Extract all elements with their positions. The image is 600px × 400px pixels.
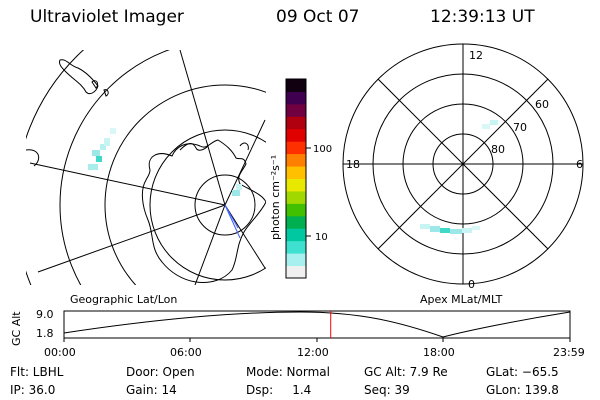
lat-label-70: 70 — [513, 121, 527, 134]
meridian-line — [224, 119, 266, 206]
time-label: 12:39:13 UT — [430, 7, 535, 27]
lat-label-80: 80 — [491, 143, 505, 156]
colorbar-stripe — [286, 116, 306, 130]
colorbar-tick-label: 100 — [313, 144, 332, 155]
seq-info: Seq: 39 — [364, 383, 410, 397]
filter-info: Flt: LBHL — [10, 365, 64, 379]
polar-plot — [342, 43, 584, 285]
colorbar-frame — [285, 78, 307, 279]
colorbar-stripe — [286, 128, 306, 142]
colorbar-unit-label: photon cm⁻²s⁻¹ — [269, 155, 282, 240]
geographic-map — [26, 50, 266, 285]
colorbar-stripe — [286, 141, 306, 155]
mode-info: Mode: Normal — [246, 365, 330, 379]
colorbar-stripe — [286, 228, 306, 242]
meridian-line — [224, 204, 266, 269]
lat-circle — [104, 84, 266, 285]
glon-info: GLon: 139.8 — [486, 383, 559, 397]
altitude-ytick-max: 9.0 — [36, 308, 54, 321]
geo-panel-label: Geographic Lat/Lon — [70, 293, 178, 306]
colorbar-stripe — [286, 253, 306, 267]
dsp-info: Dsp: 1.4 — [246, 383, 312, 397]
peninsula-coastline — [179, 142, 249, 151]
meridian-line — [37, 204, 226, 273]
mlt-label-6: 6 — [576, 158, 583, 171]
mlt-label-12: 12 — [469, 49, 483, 62]
lat-circle — [59, 50, 171, 285]
altitude-xtick-label: 23:59 — [553, 346, 585, 359]
altitude-xtick-label: 12:00 — [297, 346, 329, 359]
altitude-xtick-label: 06:00 — [170, 346, 202, 359]
gain-info: Gain: 14 — [126, 383, 177, 397]
colorbar-stripe — [286, 240, 306, 254]
altitude-xtick-label: 00:00 — [44, 346, 76, 359]
australia-coastline — [26, 59, 99, 167]
colorbar-stripe — [286, 166, 306, 179]
satellite-track — [224, 204, 241, 239]
door-info: Door: Open — [126, 365, 195, 379]
altitude-ylabel: GC Alt — [10, 311, 23, 346]
polar-labels: 12 18 6 0 60 70 80 — [346, 49, 583, 291]
geo-aurora — [88, 128, 242, 196]
date-label: 09 Oct 07 — [276, 7, 360, 27]
mlt-label-18: 18 — [346, 158, 360, 171]
altitude-frame — [63, 310, 571, 339]
meridian-line — [29, 162, 226, 206]
colorbar-stripe — [286, 153, 306, 167]
colorbar-stripe — [286, 91, 306, 105]
gc-alt-info: GC Alt: 7.9 Re — [364, 365, 448, 379]
colorbar-stripe — [286, 190, 306, 204]
ip-info: IP: 36.0 — [10, 383, 56, 397]
meridian-line — [194, 204, 226, 285]
colorbar — [286, 79, 306, 279]
lat-label-60: 60 — [535, 98, 549, 111]
mlt-label-0: 0 — [468, 278, 475, 291]
antarctica-coastline — [141, 139, 266, 283]
mlt-line-diag — [377, 78, 549, 250]
colorbar-stripe — [286, 79, 306, 92]
lat-circle — [26, 50, 85, 285]
altitude-xtick-label: 18:00 — [423, 346, 455, 359]
instrument-title: Ultraviolet Imager — [30, 7, 184, 27]
colorbar-stripe — [286, 203, 306, 217]
polar-panel-label: Apex MLat/MLT — [420, 293, 503, 306]
altitude-xticks — [63, 338, 571, 342]
polar-aurora — [420, 120, 498, 234]
altitude-curve — [63, 311, 571, 338]
colorbar-tick-label: 10 — [315, 232, 328, 243]
lat-circle — [149, 129, 266, 281]
altitude-ytick-min: 1.8 — [36, 327, 54, 340]
colorbar-stripe — [286, 215, 306, 229]
colorbar-stripe — [286, 103, 306, 117]
island-coastline — [91, 80, 109, 97]
meridian-line — [179, 50, 226, 206]
colorbar-stripe — [286, 265, 306, 279]
glat-info: GLat: −65.5 — [486, 365, 559, 379]
colorbar-stripe — [286, 178, 306, 192]
lat-circle — [194, 174, 256, 236]
